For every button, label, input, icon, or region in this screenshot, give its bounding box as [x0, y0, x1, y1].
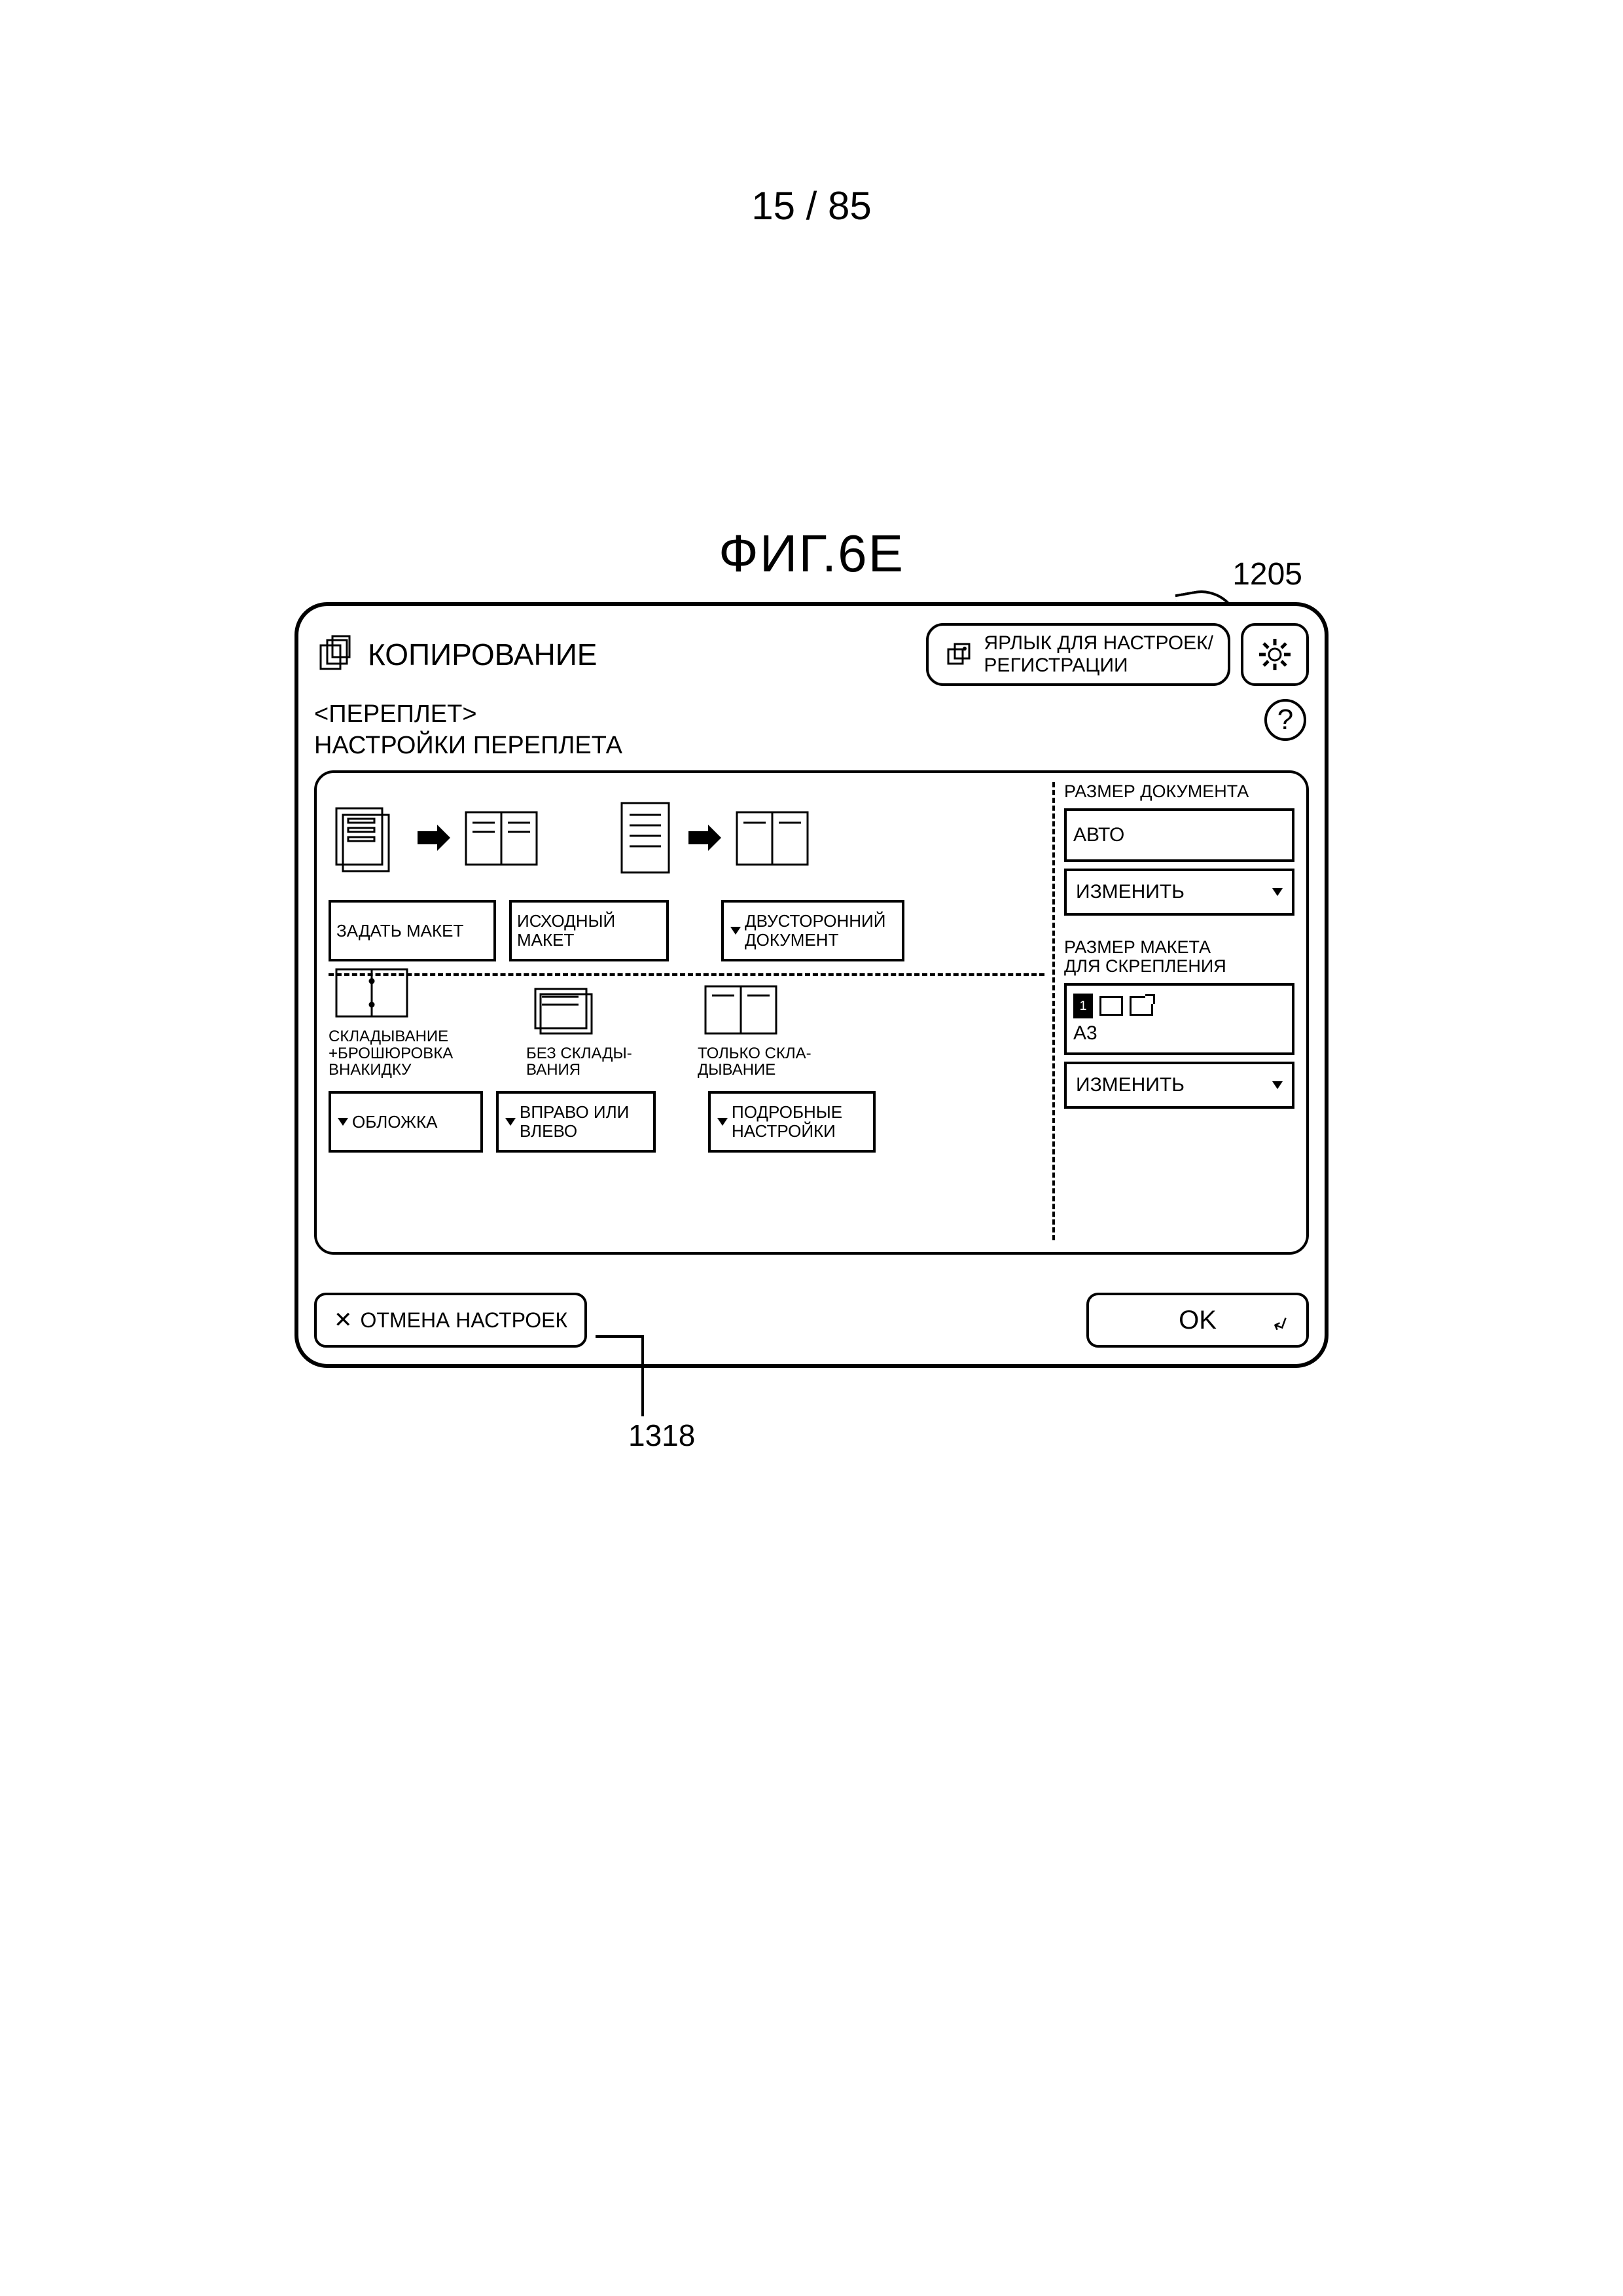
- title-group: КОПИРОВАНИЕ: [314, 634, 597, 675]
- shortcut-label-line2: РЕГИСТРАЦИИ: [984, 655, 1128, 676]
- set-layout-button[interactable]: ЗАДАТЬ МАКЕТ: [329, 900, 496, 961]
- only-fold-label: ТОЛЬКО СКЛА-ДЫВАНИЕ: [698, 1045, 812, 1078]
- shortcut-label: ЯРЛЫК ДЛЯ НАСТРОЕК/ РЕГИСТРАЦИИ: [984, 632, 1213, 677]
- row1-buttons: ЗАДАТЬ МАКЕТ ИСХОДНЫЙМАКЕТ ДВУСТОРОННИЙД…: [329, 900, 1044, 961]
- booklet-saddle-icon: [329, 960, 420, 1026]
- open-direction-button[interactable]: ВПРАВО ИЛИВЛЕВО: [496, 1091, 656, 1153]
- enter-icon: ↲: [1268, 1311, 1292, 1338]
- change-label-1: ИЗМЕНИТЬ: [1076, 881, 1185, 903]
- triangle-icon: [338, 1118, 348, 1126]
- detailed-settings-label: ПОДРОБНЫЕНАСТРОЙКИ: [732, 1103, 842, 1140]
- figure-title: ФИГ.6E: [0, 524, 1623, 584]
- a3-text: A3: [1073, 1022, 1097, 1045]
- layout-size-value: 1 A3: [1064, 983, 1294, 1055]
- doc-stack-icon: [329, 795, 407, 880]
- help-icon: ?: [1277, 704, 1293, 736]
- arrow-right-icon: [418, 825, 450, 851]
- doc-size-label: РАЗМЕР ДОКУМЕНТА: [1064, 782, 1294, 802]
- row1-illustration: [329, 782, 1044, 893]
- arrow-right-icon-2: [688, 825, 721, 851]
- footer: ✕ ОТМЕНА НАСТРОЕК OK ↲: [314, 1291, 1309, 1350]
- fold-saddle-label: СКЛАДЫВАНИЕ+БРОШЮРОВКА ВНАКИДКУ: [329, 1028, 512, 1078]
- detailed-settings-button[interactable]: ПОДРОБНЫЕНАСТРОЙКИ: [708, 1091, 876, 1153]
- settings-panel: ЗАДАТЬ МАКЕТ ИСХОДНЫЙМАКЕТ ДВУСТОРОННИЙД…: [314, 770, 1309, 1255]
- open-direction-label: ВПРАВО ИЛИВЛЕВО: [520, 1103, 629, 1140]
- sheet-stack-icon: [526, 977, 605, 1043]
- original-layout-button[interactable]: ИСХОДНЫЙМАКЕТ: [509, 900, 669, 961]
- doc-size-value: АВТО: [1064, 808, 1294, 862]
- two-sided-doc-button[interactable]: ДВУСТОРОННИЙДОКУМЕНТ: [721, 900, 904, 961]
- cancel-settings-button[interactable]: ✕ ОТМЕНА НАСТРОЕК: [314, 1293, 587, 1348]
- topbar: КОПИРОВАНИЕ ЯРЛЫК ДЛЯ НАСТРОЕК/ РЕГИСТРА…: [314, 622, 1309, 687]
- triangle-icon: [1272, 888, 1283, 896]
- subhead-line2: НАСТРОЙКИ ПЕРЕПЛЕТА: [314, 732, 622, 759]
- change-label-2: ИЗМЕНИТЬ: [1076, 1074, 1185, 1096]
- sheet-icon: [1099, 996, 1123, 1016]
- ref-1318: 1318: [628, 1418, 695, 1453]
- no-fold-label: БЕЗ СКЛАДЫ-ВАНИЯ: [526, 1045, 632, 1078]
- triangle-icon: [717, 1118, 728, 1126]
- booklet-open-icon-2: [732, 802, 817, 874]
- original-layout-label: ИСХОДНЫЙМАКЕТ: [517, 912, 615, 949]
- help-button[interactable]: ?: [1264, 699, 1306, 741]
- row2-options: СКЛАДЫВАНИЕ+БРОШЮРОВКА ВНАКИДКУ БЕЗ СКЛА…: [329, 986, 1044, 1078]
- ref-1205: 1205: [1232, 556, 1302, 592]
- layout-size-label: РАЗМЕР МАКЕТАДЛЯ СКРЕПЛЕНИЯ: [1064, 938, 1294, 977]
- only-fold-option[interactable]: ТОЛЬКО СКЛА-ДЫВАНИЕ: [698, 977, 855, 1078]
- cover-label: ОБЛОЖКА: [352, 1113, 438, 1132]
- cancel-label: ОТМЕНА НАСТРОЕК: [361, 1308, 568, 1333]
- shortcut-register-button[interactable]: ЯРЛЫК ДЛЯ НАСТРОЕК/ РЕГИСТРАЦИИ: [926, 623, 1230, 686]
- ok-button[interactable]: OK ↲: [1086, 1293, 1309, 1348]
- panel-left: ЗАДАТЬ МАКЕТ ИСХОДНЫЙМАКЕТ ДВУСТОРОННИЙД…: [329, 782, 1044, 1240]
- page-number: 15 / 85: [0, 183, 1623, 228]
- shortcut-label-line1: ЯРЛЫК ДЛЯ НАСТРОЕК/: [984, 632, 1213, 654]
- sheet-fold-icon: [1130, 996, 1153, 1016]
- settings-button[interactable]: [1241, 623, 1309, 686]
- booklet-fold-icon: [698, 977, 789, 1043]
- tray-number-icon: 1: [1073, 994, 1093, 1018]
- no-fold-option[interactable]: БЕЗ СКЛАДЫ-ВАНИЯ: [526, 977, 683, 1078]
- cover-button[interactable]: ОБЛОЖКА: [329, 1091, 483, 1153]
- subhead-text: <ПЕРЕПЛЕТ> НАСТРОЙКИ ПЕРЕПЛЕТА: [314, 699, 622, 761]
- two-sided-label: ДВУСТОРОННИЙДОКУМЕНТ: [745, 912, 885, 949]
- page-icon: [613, 795, 678, 880]
- change-layout-size-button[interactable]: ИЗМЕНИТЬ: [1064, 1062, 1294, 1109]
- row3-buttons: ОБЛОЖКА ВПРАВО ИЛИВЛЕВО ПОДРОБНЫЕНАСТРОЙ…: [329, 1091, 1044, 1153]
- triangle-icon: [505, 1118, 516, 1126]
- shortcut-icon: [943, 639, 974, 670]
- title: КОПИРОВАНИЕ: [368, 637, 597, 672]
- leader-1318: [641, 1338, 644, 1416]
- copy-icon: [314, 634, 356, 675]
- device-frame: КОПИРОВАНИЕ ЯРЛЫК ДЛЯ НАСТРОЕК/ РЕГИСТРА…: [294, 602, 1329, 1368]
- ok-label: OK: [1179, 1306, 1217, 1335]
- change-doc-size-button[interactable]: ИЗМЕНИТЬ: [1064, 869, 1294, 916]
- subhead-line1: <ПЕРЕПЛЕТ>: [314, 700, 477, 728]
- a3-icons: 1: [1073, 994, 1153, 1018]
- booklet-open-icon: [461, 802, 546, 874]
- triangle-icon: [1272, 1081, 1283, 1089]
- set-layout-label: ЗАДАТЬ МАКЕТ: [336, 922, 463, 941]
- close-icon: ✕: [334, 1307, 353, 1333]
- panel-right: РАЗМЕР ДОКУМЕНТА АВТО ИЗМЕНИТЬ РАЗМЕР МА…: [1052, 782, 1294, 1240]
- fold-saddle-option[interactable]: СКЛАДЫВАНИЕ+БРОШЮРОВКА ВНАКИДКУ: [329, 960, 512, 1078]
- subhead: <ПЕРЕПЛЕТ> НАСТРОЙКИ ПЕРЕПЛЕТА ?: [314, 699, 1309, 761]
- gear-icon: [1257, 636, 1293, 673]
- triangle-icon: [730, 927, 741, 935]
